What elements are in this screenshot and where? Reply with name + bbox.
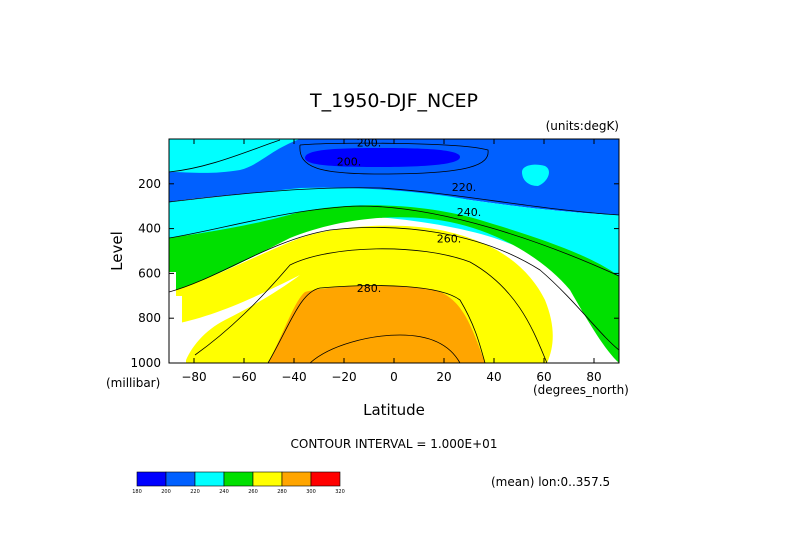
- x-tick-label: −80: [181, 370, 206, 384]
- x-tick-label: 60: [536, 370, 551, 384]
- y-tick-label: 400: [138, 222, 161, 236]
- colorbar-label: 320: [335, 489, 345, 495]
- colorbar-label: 240: [219, 489, 229, 495]
- colorbar-label: 200: [161, 489, 171, 495]
- x-tick-label: 80: [586, 370, 601, 384]
- contour-line: [169, 227, 619, 351]
- contour-interval: CONTOUR INTERVAL = 1.000E+01: [291, 437, 498, 451]
- mean-note: (mean) lon:0..357.5: [491, 475, 610, 489]
- x-tick-label: −40: [281, 370, 306, 384]
- y-tick-label: 800: [138, 311, 161, 325]
- colorbar-swatch: [310, 471, 341, 487]
- x-tick-label: 20: [436, 370, 451, 384]
- contour-label: 200.: [357, 136, 382, 149]
- colorbar-swatch: [223, 471, 254, 487]
- y-tick-label: 600: [138, 266, 161, 280]
- band-220-240: [169, 187, 619, 276]
- colorbar-label: 220: [190, 489, 200, 495]
- contour-label: 200.: [337, 155, 362, 168]
- contour-line: [309, 334, 461, 363]
- contour-label: 220.: [452, 181, 477, 194]
- contour-line: [169, 205, 619, 277]
- contour-labels: 200. 200. 220. 240. 260. 280.: [337, 136, 482, 295]
- x-tick-label: −60: [231, 370, 256, 384]
- colorbar-swatch: [136, 471, 167, 487]
- x-axis-label: Latitude: [363, 401, 425, 419]
- colorbar-label: 180: [132, 489, 142, 495]
- band-200-220: [169, 139, 619, 215]
- missing-data: [169, 272, 186, 363]
- contour-line: [169, 187, 619, 216]
- colorbar-swatch: [252, 471, 283, 487]
- colorbar-label: 300: [306, 489, 316, 495]
- contour-label: 240.: [457, 206, 482, 219]
- chart-title: T_1950-DJF_NCEP: [309, 90, 478, 112]
- contour-line: [194, 248, 548, 363]
- y-tick-label: 1000: [130, 356, 161, 370]
- colorbar-swatch: [165, 471, 196, 487]
- y-axis-label: Level: [108, 231, 126, 271]
- units-note: (units:degK): [546, 119, 619, 133]
- contour-line: [169, 139, 281, 173]
- y-units: (millibar): [106, 376, 160, 390]
- band-180-200: [305, 148, 460, 167]
- y-tick-label: 200: [138, 177, 161, 191]
- contour-label: 280.: [357, 282, 382, 295]
- contour-label: 260.: [437, 233, 462, 246]
- x-tick-label: 0: [390, 370, 398, 384]
- colorbar-swatch: [281, 471, 312, 487]
- contour-lines: [169, 139, 619, 363]
- colorbar: 180 200 220 240 260 280 300 320: [132, 471, 345, 495]
- colorbar-label: 280: [277, 489, 287, 495]
- x-units: (degrees_north): [533, 383, 629, 397]
- contour-line: [299, 142, 489, 175]
- x-tick-label: −20: [331, 370, 356, 384]
- x-axis: −80 −60 −40 −20 0 20 40 60 80: [181, 139, 602, 384]
- contour-field: [169, 139, 619, 363]
- band-280-300: [268, 285, 485, 363]
- band-220-240: [522, 164, 549, 186]
- x-tick-label: 40: [486, 370, 501, 384]
- y-axis: 200 400 600 800 1000: [130, 177, 619, 370]
- colorbar-swatch: [194, 471, 225, 487]
- colorbar-label: 260: [248, 489, 258, 495]
- contour-line: [267, 285, 486, 363]
